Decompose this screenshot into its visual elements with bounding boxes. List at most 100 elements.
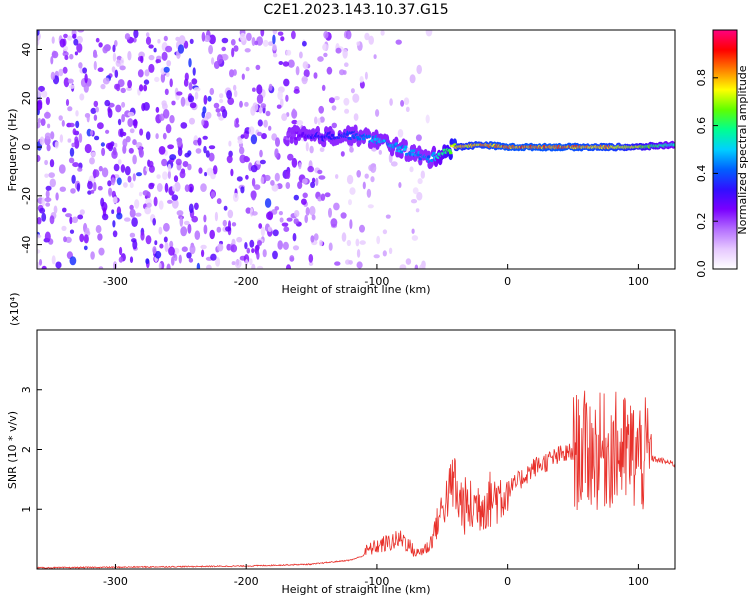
heatmap-cell — [112, 52, 117, 62]
heatmap-cell — [93, 60, 97, 71]
heatmap-cell — [114, 69, 119, 79]
heatmap-cell — [145, 36, 152, 45]
heatmap-cell — [189, 117, 195, 125]
heatmap-cell — [302, 192, 308, 199]
heatmap-cell — [233, 84, 237, 91]
heatmap-cell — [98, 266, 104, 269]
y-tick-label: 20 — [20, 91, 33, 105]
heatmap-cell — [102, 77, 110, 85]
heatmap-cell — [49, 178, 56, 188]
heatmap-cell — [231, 222, 237, 227]
heatmap-cell — [155, 106, 160, 113]
heatmap-cell — [105, 142, 113, 150]
snr-y-ticks: 1 2 3 — [20, 386, 42, 513]
heatmap-cell — [176, 210, 184, 216]
spectrogram-x-ticks: -300 -200 -100 0 100 — [103, 264, 649, 288]
heatmap-cell — [95, 37, 100, 43]
heatmap-cell — [37, 30, 40, 36]
heatmap-cell — [65, 213, 72, 218]
heatmap-cell — [216, 198, 222, 205]
heatmap-cell — [367, 204, 374, 209]
heatmap-cell — [50, 56, 54, 65]
figure-title: C2E1.2023.143.10.37.G15 — [263, 2, 448, 18]
heatmap-cell — [256, 251, 260, 260]
heatmap-cell — [101, 167, 109, 178]
heatmap-cell — [348, 260, 353, 265]
heatmap-cell — [100, 197, 105, 207]
heatmap-cell — [268, 83, 273, 91]
heatmap-cell — [37, 122, 41, 129]
heatmap-cell — [416, 153, 421, 157]
heatmap-cell — [301, 198, 307, 205]
heatmap-cell — [138, 191, 143, 197]
heatmap-cell — [230, 244, 238, 253]
heatmap-cell — [305, 142, 309, 152]
heatmap-cell — [342, 49, 348, 59]
heatmap-cell — [50, 71, 56, 81]
heatmap-cell — [122, 131, 127, 137]
heatmap-cell — [49, 159, 55, 168]
heatmap-cell — [230, 39, 236, 46]
heatmap-cell — [225, 226, 232, 232]
heatmap-cell — [38, 85, 45, 93]
heatmap-cell — [178, 254, 182, 264]
heatmap-cell — [200, 244, 207, 250]
heatmap-cell — [217, 243, 224, 252]
heatmap-cell — [257, 240, 262, 246]
heatmap-cell — [299, 51, 303, 59]
heatmap-cell — [133, 30, 139, 39]
heatmap-cell — [44, 197, 52, 203]
heatmap-cell — [277, 90, 283, 100]
heatmap-cell — [426, 155, 431, 159]
heatmap-cell — [236, 236, 243, 243]
heatmap-cell — [399, 264, 407, 269]
heatmap-cell — [188, 82, 193, 91]
heatmap-cell — [69, 256, 77, 266]
heatmap-cell — [105, 129, 110, 134]
heatmap-cell — [233, 45, 239, 52]
heatmap-cell — [194, 230, 201, 240]
heatmap-cell — [267, 226, 272, 232]
heatmap-cell — [366, 188, 372, 198]
heatmap-cell — [127, 50, 132, 61]
heatmap-cell — [241, 73, 245, 80]
heatmap-cell — [373, 254, 380, 259]
heatmap-cell — [203, 224, 208, 235]
heatmap-cell — [205, 150, 210, 158]
heatmap-cell — [340, 212, 347, 219]
colorbar: 0.0 0.2 0.4 0.6 0.8 Normalized spectral ampl… — [695, 29, 749, 278]
heatmap-cell — [260, 176, 265, 184]
heatmap-cell — [111, 190, 116, 199]
heatmap-cell — [118, 256, 124, 263]
heatmap-cell — [251, 37, 256, 46]
colorbar-label: Normalized spectral amplitude — [736, 65, 749, 234]
heatmap-cell — [41, 265, 47, 269]
heatmap-cell — [133, 118, 138, 129]
x-tick-label: 0 — [504, 575, 511, 588]
heatmap-cell — [163, 236, 168, 243]
heatmap-cell — [425, 30, 433, 37]
heatmap-cell — [239, 32, 246, 42]
heatmap-cell — [189, 102, 197, 109]
heatmap-cell — [415, 134, 422, 142]
heatmap-cell — [232, 69, 237, 76]
heatmap-cell — [167, 199, 173, 204]
heatmap-cell — [211, 57, 215, 65]
colorbar-swatch — [713, 30, 737, 269]
heatmap-cell — [302, 61, 309, 69]
heatmap-cell — [214, 211, 218, 222]
heatmap-cell — [128, 147, 134, 154]
heatmap-cell — [123, 182, 128, 188]
heatmap-cell — [112, 230, 118, 238]
heatmap-cell — [375, 109, 380, 117]
heatmap-cell — [144, 206, 152, 215]
heatmap-cell — [145, 235, 152, 245]
heatmap-cell — [124, 166, 131, 176]
y-tick-label: -20 — [20, 187, 33, 205]
heatmap-cell — [188, 58, 192, 68]
heatmap-cell — [166, 263, 171, 269]
heatmap-cell — [77, 214, 84, 220]
heatmap-cell — [400, 100, 405, 107]
heatmap-cell — [77, 30, 85, 33]
heatmap-cell — [258, 223, 263, 229]
